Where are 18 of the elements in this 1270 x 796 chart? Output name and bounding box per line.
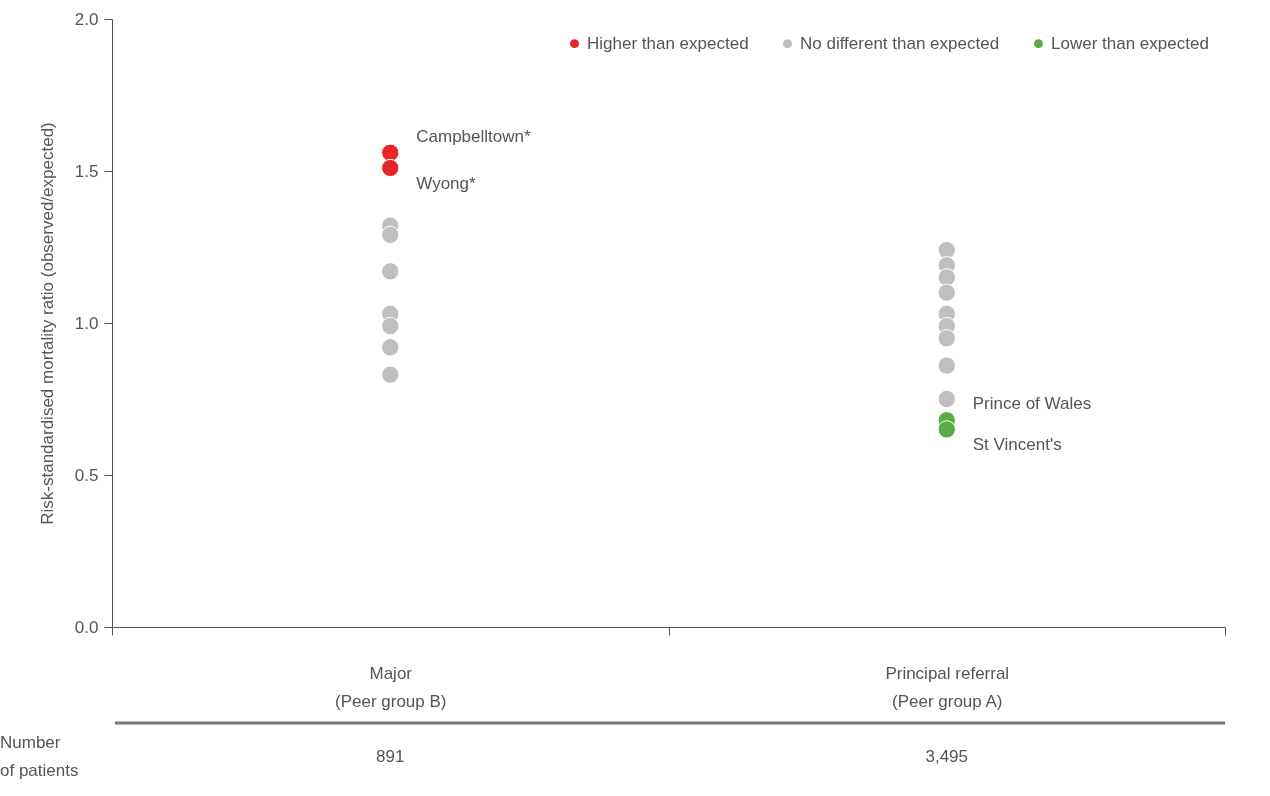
legend-label: Higher than expected [587, 33, 749, 53]
y-tick-label: 0.5 [74, 465, 99, 485]
text: 3,495 [925, 747, 969, 766]
annotation: Prince of Wales [972, 394, 1092, 414]
annotation: Campbelltown* [416, 126, 531, 146]
y-tick-label: 1.0 [74, 313, 99, 333]
legend-label: Lower than expected [1051, 33, 1209, 53]
y-tick-label: 2.0 [74, 9, 99, 29]
annotation: Wyong* [416, 173, 477, 193]
y-tick-label: 0.0 [74, 617, 99, 637]
y-tick-label: 1.5 [74, 161, 99, 181]
annotation: St Vincent's [972, 435, 1062, 455]
legend-label: No different than expected [800, 33, 1000, 53]
text: 891 [376, 747, 405, 766]
y-axis-title: Risk-standardised mortality ratio (observed/expected) [37, 122, 57, 525]
x-tick-label: Principal referral (Peer group A) [885, 663, 1010, 711]
text: Number of patients [0, 733, 79, 780]
x-tick-label: Major (Peer group B) [335, 663, 447, 711]
